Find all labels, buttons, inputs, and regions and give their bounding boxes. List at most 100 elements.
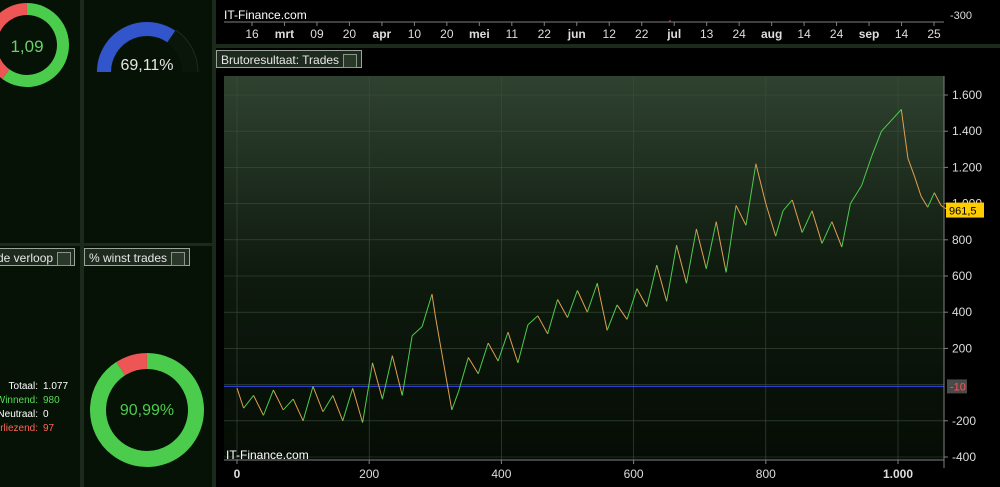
series-segment [801,210,813,233]
gauge-fill-arc [97,22,176,73]
series-segment [765,203,777,237]
profit-factor-value: 1,09 [10,37,43,56]
top-axis-tick-label: 14 [797,27,811,41]
y-axis-tick-label: -400 [952,450,976,464]
series-segment [362,362,373,423]
series-segment [381,355,393,400]
top-axis-tick-label: jul [666,27,681,41]
top-chart-x-axis: 16 mrt 09 20 apr 10 20 mei 11 22 jun 12 22 jul 13 24 aug… [224,20,944,41]
series-segment [811,210,823,244]
tab-win-trades[interactable]: % winst trades [84,248,190,266]
stat-value: 97 [43,423,55,434]
top-axis-tick-label: 25 [927,27,941,41]
plot-background [224,76,944,460]
tab-bruto-label: Brutoresultaat: Trades [221,53,340,67]
series-segment [451,391,459,411]
series-segment [626,288,638,320]
top-axis-tick-label: jun [567,27,586,41]
series-segment [507,331,519,364]
tab-bruto[interactable]: Brutoresultaat: Trades [216,50,362,68]
wrench-icon[interactable] [343,53,358,68]
reference-badge [947,379,967,394]
top-axis-tick-label: 22 [635,27,649,41]
tab-win-trades-label: % winst trades [89,251,168,265]
series-segment [745,163,757,226]
gauge-panel [84,0,212,243]
x-axis-tick-label: 600 [624,467,644,481]
series-segment [831,221,843,248]
stat-label: Verliezend: [0,423,38,434]
top-chart-watermark: IT-Finance.com [224,8,307,22]
wrench-icon[interactable] [171,251,186,266]
series-segment [666,245,678,302]
series-segment [262,389,274,416]
top-axis-tick-label: apr [373,27,392,41]
series-segment [312,386,324,412]
series-segment [676,245,687,284]
series-segment [457,357,469,392]
stat-label: Winnend: [0,395,38,406]
series-segment [391,355,403,396]
profit-factor-gauge: 1,09 [0,3,69,87]
series-segment [302,386,314,421]
series-segment [411,326,423,337]
series-segment [421,293,433,327]
series-segment [920,196,929,208]
series-segment [332,395,344,421]
tab-trades-verloop[interactable]: de verloop [0,248,75,266]
series-segment [900,109,909,159]
stat-value: 0 [43,409,49,420]
series-segment [907,158,915,177]
reference-value-label: -10 [950,381,966,393]
stat-row: Neutraal: 0 [0,409,80,423]
series-segment [705,221,717,269]
top-axis-tick-label: 10 [408,27,422,41]
series-segment [567,290,578,318]
series-segment [477,342,489,374]
top-axis-tick-label: 14 [895,27,909,41]
gauge-outline [175,29,199,73]
top-axis-tick-label: 09 [310,27,324,41]
y-axis-tick-label: 1.600 [952,88,982,102]
win-trades-green-arc [90,353,204,467]
trades-stats: Totaal: 1.077 Winnend: 980 Neutraal: 0 Verliez… [0,381,80,437]
series-segment [517,324,529,364]
series-segment [342,388,354,421]
series-segment [272,389,284,411]
series-segment [352,388,364,423]
top-axis-tick-label: sep [859,27,880,41]
series-segment [914,176,922,197]
stat-label: Totaal: [8,381,38,392]
last-value-badge [946,202,984,218]
series-segment [715,221,727,273]
series-segment [685,228,697,284]
series-segment [791,199,803,233]
series-segment [282,398,294,411]
series-segment [253,395,264,416]
x-axis-tick-label: 400 [491,467,511,481]
series-segment [467,357,479,374]
series-segment [821,221,833,244]
top-axis-tick-label: 24 [830,27,844,41]
series-segment [891,109,902,121]
series-segment [596,283,608,331]
series-segment [933,192,942,206]
wrench-icon[interactable] [57,251,72,266]
series-segment [725,205,737,273]
top-axis-tick-label: 13 [700,27,714,41]
y-axis-tick-label: 600 [952,269,972,283]
series-segment [695,228,707,269]
series-segment [782,199,793,212]
series-segment [236,388,245,409]
bruto-chart-watermark: IT-Finance.com [226,448,309,462]
series-segment [557,299,568,318]
stat-value: 1.077 [43,381,69,392]
series-segment [586,283,598,313]
series-segment [547,299,559,335]
y-axis-tick-label: -200 [952,414,976,428]
stat-row: Totaal: 1.077 [0,381,80,395]
y-axis-tick-label: 1.200 [952,160,982,174]
series-segment [636,288,648,308]
series-segment [927,192,935,208]
series-segment [606,304,618,331]
